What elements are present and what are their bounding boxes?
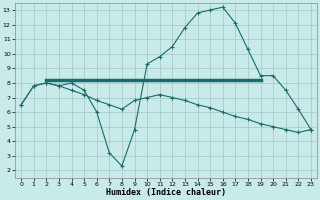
X-axis label: Humidex (Indice chaleur): Humidex (Indice chaleur) — [106, 188, 226, 197]
